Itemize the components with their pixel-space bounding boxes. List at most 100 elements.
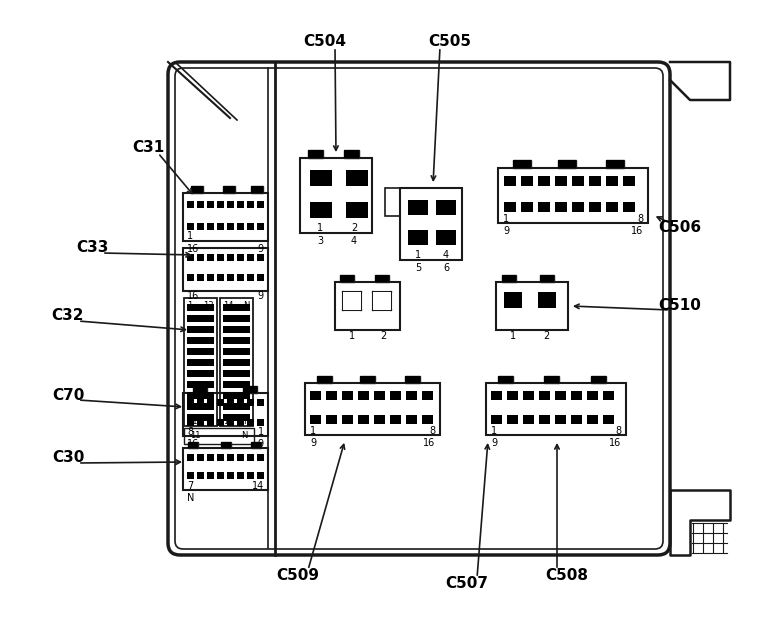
Bar bbox=[247, 454, 254, 461]
Bar bbox=[227, 399, 234, 406]
Bar bbox=[342, 391, 353, 400]
Bar bbox=[436, 230, 456, 245]
Bar bbox=[227, 254, 234, 261]
Bar bbox=[308, 150, 323, 158]
Bar bbox=[504, 176, 516, 186]
Bar bbox=[187, 414, 214, 421]
Bar bbox=[227, 201, 234, 208]
Text: 16: 16 bbox=[423, 438, 435, 448]
Bar bbox=[589, 202, 601, 212]
Text: 3: 3 bbox=[317, 236, 323, 246]
Bar bbox=[223, 392, 250, 399]
Bar bbox=[408, 200, 428, 215]
Bar bbox=[373, 292, 391, 310]
Bar bbox=[237, 201, 244, 208]
Bar bbox=[187, 223, 194, 230]
Bar bbox=[491, 415, 502, 424]
Bar bbox=[558, 160, 576, 168]
Bar bbox=[523, 415, 534, 424]
Bar bbox=[247, 254, 254, 261]
Bar bbox=[223, 414, 250, 421]
Bar bbox=[326, 391, 337, 400]
Text: 9: 9 bbox=[258, 244, 264, 254]
Bar bbox=[374, 415, 385, 424]
Bar bbox=[603, 415, 614, 424]
Bar bbox=[521, 202, 533, 212]
Text: 9: 9 bbox=[258, 291, 264, 301]
Bar bbox=[187, 399, 194, 406]
Bar bbox=[237, 399, 244, 406]
Bar bbox=[502, 275, 516, 282]
Bar bbox=[191, 186, 203, 193]
Bar bbox=[223, 348, 250, 355]
Text: C32: C32 bbox=[52, 309, 85, 324]
Bar bbox=[623, 202, 635, 212]
Bar bbox=[237, 274, 244, 281]
Text: C509: C509 bbox=[276, 568, 319, 582]
Bar bbox=[243, 386, 257, 393]
Bar bbox=[223, 326, 250, 333]
Text: 16: 16 bbox=[608, 438, 621, 448]
Bar bbox=[572, 176, 584, 186]
Text: 1: 1 bbox=[503, 214, 509, 224]
Bar bbox=[187, 326, 214, 333]
Bar bbox=[540, 275, 554, 282]
Bar bbox=[227, 419, 234, 426]
Bar bbox=[207, 419, 214, 426]
Bar bbox=[251, 442, 261, 448]
Bar bbox=[555, 391, 566, 400]
Bar bbox=[187, 348, 214, 355]
Bar bbox=[207, 223, 214, 230]
Bar bbox=[237, 223, 244, 230]
Bar bbox=[342, 415, 353, 424]
Bar bbox=[187, 315, 214, 322]
Bar bbox=[360, 376, 375, 383]
Text: 8: 8 bbox=[187, 427, 193, 437]
Bar bbox=[187, 254, 194, 261]
Bar bbox=[207, 254, 214, 261]
Text: 6: 6 bbox=[443, 263, 449, 273]
Bar bbox=[346, 170, 368, 186]
Bar bbox=[343, 292, 361, 310]
Text: 1: 1 bbox=[349, 331, 355, 341]
Bar bbox=[544, 376, 559, 383]
Text: 1: 1 bbox=[415, 250, 421, 260]
Bar bbox=[187, 370, 214, 377]
Bar bbox=[227, 454, 234, 461]
Bar bbox=[317, 376, 332, 383]
Text: C504: C504 bbox=[304, 34, 347, 49]
Bar bbox=[523, 391, 534, 400]
Text: 11: 11 bbox=[190, 431, 200, 439]
Bar bbox=[197, 223, 204, 230]
Bar bbox=[491, 391, 502, 400]
Bar bbox=[223, 186, 235, 193]
Text: N: N bbox=[244, 416, 250, 426]
Bar bbox=[571, 415, 582, 424]
Text: 2: 2 bbox=[543, 331, 549, 341]
Bar bbox=[603, 391, 614, 400]
Text: 5: 5 bbox=[415, 263, 421, 273]
Text: 1: 1 bbox=[258, 427, 264, 437]
Bar bbox=[374, 391, 385, 400]
Bar bbox=[571, 391, 582, 400]
Bar bbox=[251, 186, 263, 193]
Bar bbox=[187, 274, 194, 281]
Bar bbox=[237, 254, 244, 261]
Text: 13: 13 bbox=[204, 301, 214, 311]
Bar bbox=[187, 472, 194, 479]
Bar bbox=[257, 399, 264, 406]
Bar bbox=[310, 170, 332, 186]
Text: 1: 1 bbox=[187, 301, 193, 311]
Text: C507: C507 bbox=[446, 576, 489, 591]
Bar bbox=[606, 160, 624, 168]
Text: 9: 9 bbox=[491, 438, 497, 448]
Bar bbox=[406, 391, 417, 400]
Bar bbox=[346, 202, 368, 218]
Text: N: N bbox=[187, 493, 194, 503]
Bar bbox=[187, 201, 194, 208]
Bar bbox=[247, 472, 254, 479]
Bar bbox=[223, 403, 250, 410]
Text: 16: 16 bbox=[631, 226, 643, 236]
Bar bbox=[187, 454, 194, 461]
Bar bbox=[623, 176, 635, 186]
